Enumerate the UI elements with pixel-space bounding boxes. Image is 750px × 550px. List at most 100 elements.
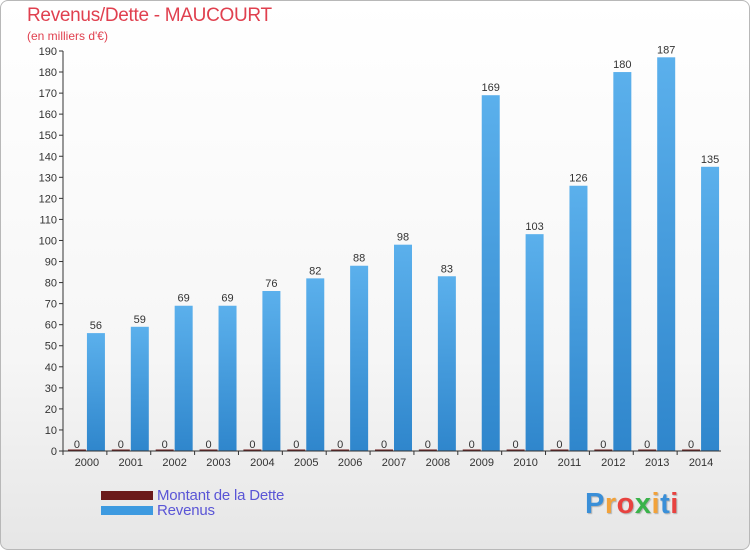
x-tick-label: 2014 (689, 457, 713, 469)
y-tick-label: 110 (39, 214, 57, 226)
debt-bar (638, 449, 657, 451)
logo-letter: r (604, 488, 617, 520)
debt-value-label: 0 (205, 439, 211, 451)
proxiti-logo: Proxiti (585, 488, 679, 521)
y-tick-label: 130 (39, 172, 57, 184)
legend-item-revenus: Revenus (101, 502, 215, 519)
debt-value-label: 0 (381, 439, 387, 451)
debt-bar (418, 449, 437, 451)
y-tick-label: 150 (39, 130, 57, 142)
debt-bar (682, 449, 701, 451)
revenus-value-label: 180 (613, 59, 631, 71)
debt-value-label: 0 (469, 439, 475, 451)
y-tick-label: 40 (45, 362, 57, 374)
revenus-value-label: 69 (178, 293, 190, 305)
chart-subtitle: (en milliers d'€) (27, 29, 108, 43)
debt-value-label: 0 (74, 439, 80, 451)
revenus-bar (350, 265, 369, 451)
revenus-bar (525, 234, 544, 451)
x-tick-label: 2013 (645, 457, 669, 469)
debt-bar (243, 449, 262, 451)
debt-value-label: 0 (513, 439, 519, 451)
x-tick-label: 2005 (294, 457, 318, 469)
debt-value-label: 0 (688, 439, 694, 451)
debt-value-label: 0 (600, 439, 606, 451)
revenus-bar (306, 278, 325, 451)
y-tick-label: 90 (45, 257, 57, 269)
revenus-value-label: 169 (482, 82, 500, 94)
x-tick-label: 2007 (382, 457, 406, 469)
revenus-value-label: 187 (657, 44, 675, 56)
logo-letter: i (651, 488, 661, 520)
revenus-bar (437, 276, 456, 451)
debt-bar (111, 449, 130, 451)
revenus-value-label: 56 (90, 320, 102, 332)
revenus-value-label: 69 (221, 293, 233, 305)
debt-bar (155, 449, 174, 451)
revenus-value-label: 103 (525, 221, 543, 233)
debt-bar (506, 449, 525, 451)
revenus-bar (86, 333, 105, 451)
y-tick-label: 140 (39, 151, 57, 163)
debt-value-label: 0 (644, 439, 650, 451)
debt-value-label: 0 (249, 439, 255, 451)
debt-value-label: 0 (337, 439, 343, 451)
y-tick-label: 30 (45, 383, 57, 395)
x-tick-label: 2012 (601, 457, 625, 469)
y-tick-label: 80 (45, 278, 57, 290)
y-tick-label: 0 (51, 446, 57, 458)
revenus-value-label: 59 (134, 314, 146, 326)
revenus-bar (130, 326, 149, 451)
debt-bar (462, 449, 481, 451)
y-tick-label: 10 (45, 425, 57, 437)
revenus-bar (657, 57, 676, 451)
x-tick-label: 2010 (513, 457, 537, 469)
logo-letter: t (660, 488, 671, 520)
y-tick-label: 120 (39, 193, 57, 205)
revenus-bar (174, 305, 193, 451)
logo-letter: P (585, 488, 605, 520)
y-tick-label: 180 (39, 67, 57, 79)
revenus-bar (569, 185, 588, 451)
debt-value-label: 0 (556, 439, 562, 451)
logo-letter: i (670, 488, 679, 520)
debt-bar (375, 449, 393, 451)
revenus-value-label: 82 (309, 265, 321, 277)
legend-swatch-dette (101, 490, 153, 500)
y-tick-label: 70 (45, 299, 57, 311)
legend-swatch-revenus (101, 505, 153, 515)
chart-title: Revenus/Dette - MAUCOURT (27, 5, 272, 26)
logo-letter: x (634, 488, 652, 520)
y-tick-label: 170 (39, 88, 57, 100)
x-tick-label: 2011 (558, 457, 582, 469)
revenus-bar (218, 305, 237, 451)
revenus-bar (394, 244, 412, 451)
y-tick-label: 50 (45, 341, 57, 353)
x-tick-label: 2002 (162, 457, 186, 469)
debt-bar (67, 449, 86, 451)
y-tick-label: 160 (39, 109, 57, 121)
revenus-bar (613, 72, 632, 451)
x-tick-label: 2009 (469, 457, 493, 469)
debt-value-label: 0 (293, 439, 299, 451)
x-tick-label: 2001 (119, 457, 143, 469)
x-tick-label: 2004 (250, 457, 274, 469)
revenus-bar (701, 166, 720, 451)
debt-value-label: 0 (425, 439, 431, 451)
x-tick-label: 2000 (75, 457, 99, 469)
x-tick-label: 2006 (338, 457, 362, 469)
y-tick-label: 20 (45, 404, 57, 416)
revenus-bar (481, 95, 500, 452)
x-tick-label: 2003 (206, 457, 230, 469)
revenus-value-label: 88 (353, 253, 365, 265)
revenus-bar (262, 291, 281, 451)
logo-letter: o (616, 488, 635, 520)
revenus-value-label: 98 (397, 232, 409, 244)
debt-bar (287, 449, 306, 451)
y-tick-label: 100 (39, 235, 57, 247)
x-tick-label: 2008 (426, 457, 450, 469)
y-tick-label: 60 (45, 320, 57, 332)
y-tick-label: 190 (39, 46, 57, 58)
revenus-value-label: 135 (701, 154, 719, 166)
